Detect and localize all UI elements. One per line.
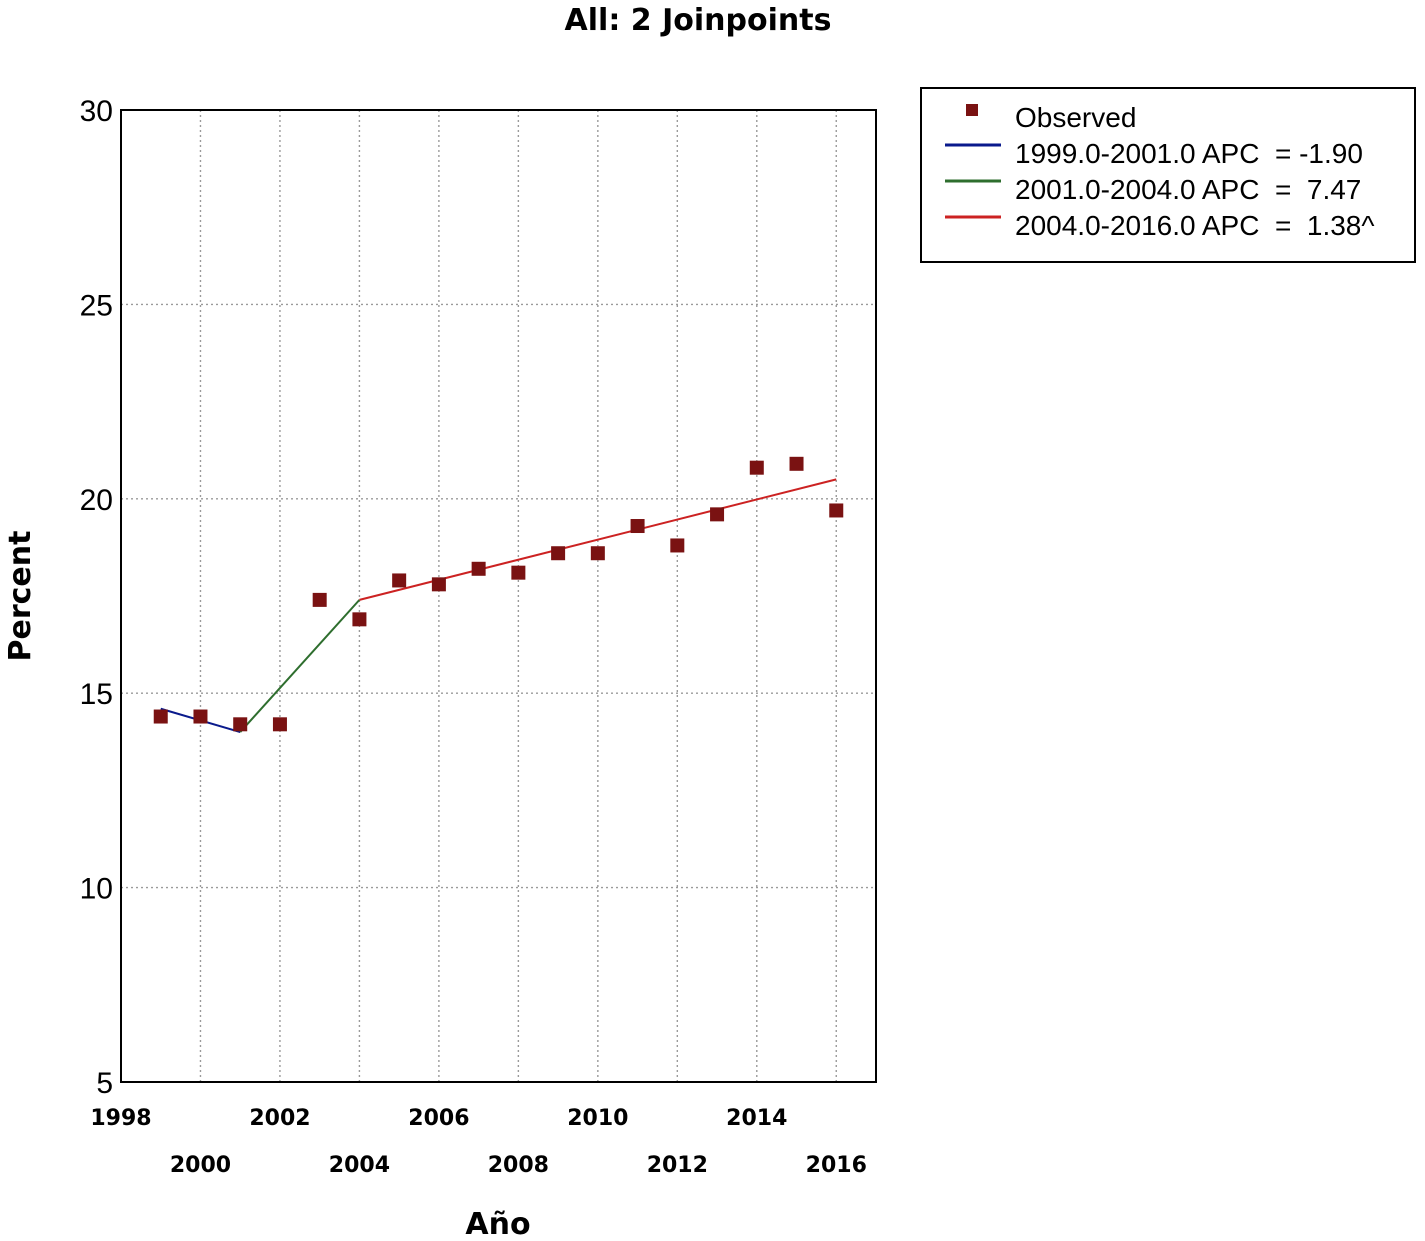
observed-point	[233, 717, 248, 732]
legend-segment-label: 2001.0-2004.0 APC = 7.47	[1015, 174, 1361, 205]
x-tick-label: 2002	[249, 1106, 310, 1131]
fitted-segments	[160, 478, 837, 734]
x-axis-title: Año	[465, 1207, 530, 1241]
legend-segment-label: 2004.0-2016.0 APC = 1.38^	[1015, 210, 1375, 241]
observed-point	[312, 592, 327, 607]
legend-observed-marker	[966, 104, 978, 116]
observed-point	[829, 503, 844, 518]
x-tick-label: 2016	[806, 1153, 867, 1178]
y-tick-label: 5	[96, 1067, 113, 1100]
x-tick-label: 2004	[329, 1153, 390, 1178]
x-tick-label: 1998	[90, 1106, 151, 1131]
grid-lines	[121, 110, 876, 1082]
observed-point	[431, 577, 446, 592]
y-tick-label: 20	[80, 484, 113, 517]
legend-observed-label: Observed	[1015, 102, 1136, 133]
x-axis-ticks: 1998 2002 2006 2010 2014 2000 2004 2008 2012 2016	[90, 1106, 866, 1178]
observed-point	[352, 612, 367, 627]
observed-point	[193, 709, 208, 724]
observed-point	[749, 460, 764, 475]
x-tick-label: 2010	[567, 1106, 628, 1131]
y-axis-ticks: 5 10 15 20 25 30	[80, 95, 113, 1100]
x-tick-label: 2014	[726, 1106, 787, 1131]
y-tick-label: 25	[80, 289, 113, 322]
legend-segment-label: 1999.0-2001.0 APC = -1.90	[1015, 138, 1363, 169]
y-tick-label: 15	[80, 678, 113, 711]
observed-point	[789, 456, 804, 471]
observed-point	[153, 709, 168, 724]
x-tick-label: 2000	[170, 1153, 231, 1178]
observed-point	[511, 565, 526, 580]
plot-area-frame	[120, 109, 877, 1083]
chart-title: All: 2 Joinpoints	[565, 3, 832, 38]
x-tick-label: 2006	[408, 1106, 469, 1131]
observed-point	[710, 507, 725, 522]
y-tick-label: 30	[80, 95, 113, 128]
observed-point	[392, 573, 407, 588]
y-axis-title: Percent	[3, 531, 38, 662]
observed-points	[153, 456, 844, 732]
observed-point	[272, 717, 287, 732]
observed-point	[670, 538, 685, 553]
legend-segment-entries: 1999.0-2001.0 APC = -1.90 2001.0-2004.0 A…	[945, 138, 1375, 241]
observed-point	[551, 546, 566, 561]
legend-box	[920, 87, 1416, 263]
x-tick-label: 2008	[488, 1153, 549, 1178]
y-tick-label: 10	[80, 873, 113, 906]
observed-point	[471, 561, 486, 576]
x-tick-label: 2012	[647, 1153, 708, 1178]
observed-point	[590, 546, 605, 561]
fitted-segment-line	[239, 599, 361, 733]
observed-point	[630, 519, 645, 534]
legend: Observed 1999.0-2001.0 APC = -1.90 2001.0…	[920, 87, 1416, 263]
